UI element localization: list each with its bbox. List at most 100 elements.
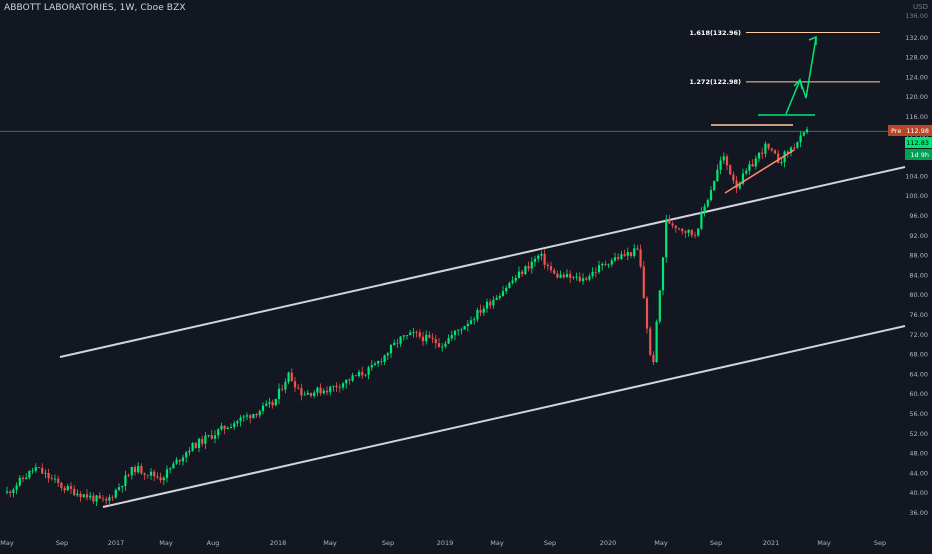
- time-tick-label: 2020: [600, 539, 617, 547]
- time-axis[interactable]: May Sep 2017 May Aug 2018 May Sep 2019 May Sep 2020…: [0, 539, 886, 547]
- candle-body: [588, 276, 591, 280]
- lower-channel-line: [102, 325, 906, 508]
- candle-body: [60, 482, 63, 488]
- candle-body: [575, 276, 578, 278]
- price-tick-label: 116.00: [905, 113, 928, 121]
- candle-body: [18, 477, 21, 486]
- candle-body: [229, 427, 233, 428]
- candle-body: [373, 363, 377, 366]
- candle-body: [380, 361, 383, 362]
- candle-body: [620, 254, 623, 259]
- candle-body: [633, 248, 636, 256]
- candle-body: [383, 355, 386, 362]
- price-tick-label: 120.00: [905, 93, 928, 101]
- candle-body: [495, 297, 498, 300]
- candle-body: [425, 334, 428, 342]
- candle-body: [508, 282, 511, 288]
- price-axis[interactable]: USD 136.00 132.00 128.00 124.00 120.00 116.0…: [905, 3, 928, 517]
- candle-body: [44, 472, 47, 474]
- candle-body: [428, 334, 431, 338]
- price-tick-label: 96.00: [909, 212, 928, 220]
- price-badge-value: 112.98: [906, 127, 929, 135]
- time-tick-label: 2018: [270, 539, 287, 547]
- candle-body: [463, 326, 466, 330]
- candle-body: [524, 266, 527, 275]
- candle-body: [684, 231, 687, 233]
- candle-body: [293, 381, 297, 388]
- candle-body: [604, 263, 607, 265]
- price-tick-label: 92.00: [909, 232, 928, 240]
- time-tick-label: Sep: [544, 539, 556, 547]
- price-badge: [888, 125, 932, 136]
- candle-body: [361, 371, 364, 376]
- candle-body: [207, 435, 210, 436]
- candle-body: [722, 156, 725, 161]
- candle-body: [617, 257, 620, 259]
- candle-body: [793, 147, 796, 149]
- candle-body: [364, 374, 367, 376]
- time-tick-label: May: [654, 539, 668, 547]
- fib-level-label: 1.272(122.98): [689, 78, 741, 86]
- candle-body: [773, 150, 777, 154]
- candle-body: [133, 467, 137, 473]
- candle-body: [265, 403, 268, 406]
- candle-body: [735, 180, 738, 189]
- candle-body: [485, 301, 489, 309]
- candle-body: [274, 398, 277, 406]
- candle-body: [757, 152, 761, 159]
- candle-body: [108, 497, 111, 501]
- candle-body: [402, 335, 405, 337]
- candle-body: [377, 361, 380, 364]
- price-tick-label: 44.00: [909, 469, 928, 477]
- drawing-layer: [0, 32, 906, 508]
- candle-body: [533, 258, 537, 262]
- candle-body: [434, 339, 437, 344]
- candle-body: [697, 228, 700, 236]
- candle-body: [537, 255, 540, 259]
- candle-body: [786, 151, 789, 154]
- candle-body: [473, 319, 476, 321]
- currency-label: USD: [913, 3, 928, 11]
- candle-body: [341, 383, 345, 388]
- price-tick-label: 36.00: [909, 509, 928, 517]
- time-tick-label: 2021: [763, 539, 780, 547]
- candle-body: [15, 485, 18, 490]
- price-tick-label: 48.00: [909, 450, 928, 458]
- candle-body: [277, 388, 281, 399]
- candle-body: [626, 252, 629, 256]
- candle-body: [738, 183, 741, 189]
- arrow-head: [793, 78, 803, 90]
- candle-body: [527, 266, 530, 269]
- candle-body: [111, 497, 114, 499]
- candle-body: [405, 335, 409, 336]
- candle-body: [159, 477, 162, 481]
- candle-body: [457, 330, 460, 331]
- candle-layer: [5, 126, 809, 507]
- candle-body: [601, 263, 604, 266]
- candle-body: [127, 475, 130, 477]
- candle-body: [345, 379, 348, 384]
- candle-body: [450, 335, 453, 339]
- candle-body: [92, 495, 95, 502]
- candle-body: [137, 466, 140, 473]
- candle-body: [517, 271, 521, 278]
- candle-body: [565, 274, 569, 278]
- candle-body: [607, 264, 610, 266]
- candle-body: [140, 466, 143, 474]
- candle-body: [501, 291, 505, 297]
- price-tick-label: 40.00: [909, 489, 928, 497]
- countdown-value: 1d 9h: [910, 151, 929, 159]
- candle-body: [783, 151, 786, 163]
- candle-body: [658, 290, 661, 322]
- candle-body: [690, 229, 693, 236]
- candle-body: [245, 415, 249, 417]
- candle-body: [581, 278, 585, 282]
- candle-body: [101, 498, 105, 500]
- candle-body: [767, 143, 770, 149]
- candle-body: [674, 225, 677, 229]
- candle-body: [444, 343, 447, 347]
- candle-body: [677, 228, 681, 229]
